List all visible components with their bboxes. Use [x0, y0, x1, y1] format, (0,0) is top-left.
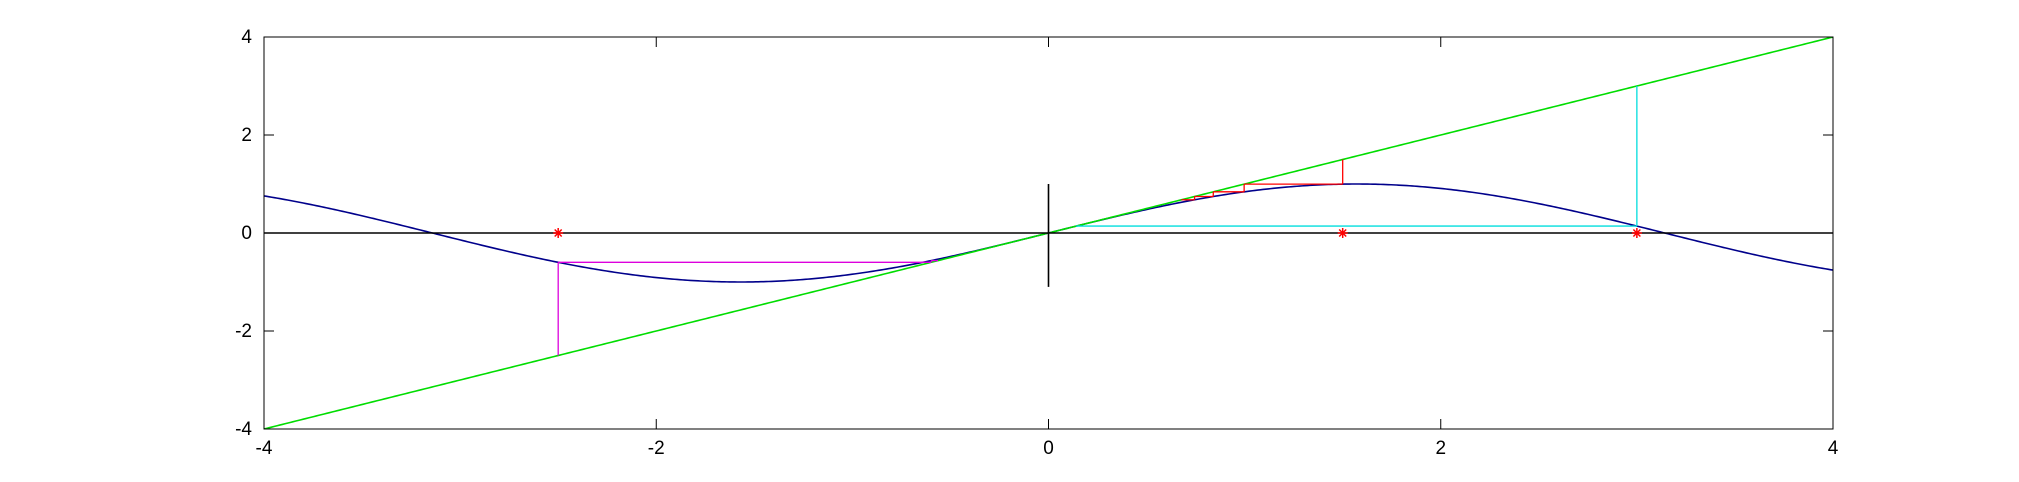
asterisk-stroke: [554, 228, 563, 238]
asterisk-stroke: [1338, 228, 1347, 238]
x-tick-label: -2: [648, 438, 665, 459]
data-point: [1631, 228, 1642, 238]
x-tick-label: 2: [1435, 438, 1446, 459]
data-point: [553, 228, 564, 238]
x-tick-label: 0: [1043, 438, 1054, 459]
x-tick-label: -4: [256, 438, 273, 459]
data-point: [1337, 228, 1348, 238]
y-tick-label: -2: [235, 321, 252, 342]
y-tick-label: 4: [241, 27, 252, 48]
y-tick-label: -4: [235, 419, 252, 440]
axes: [263, 36, 1834, 430]
plot-area: [264, 37, 1833, 429]
tick-labels: -4 -2 0 2 4 -4 -2 0 2 4: [235, 27, 1839, 459]
asterisk-stroke: [1632, 228, 1641, 238]
y-tick-label: 0: [241, 223, 252, 244]
x-tick-label: 4: [1828, 438, 1839, 459]
y-tick-label: 2: [241, 125, 252, 146]
